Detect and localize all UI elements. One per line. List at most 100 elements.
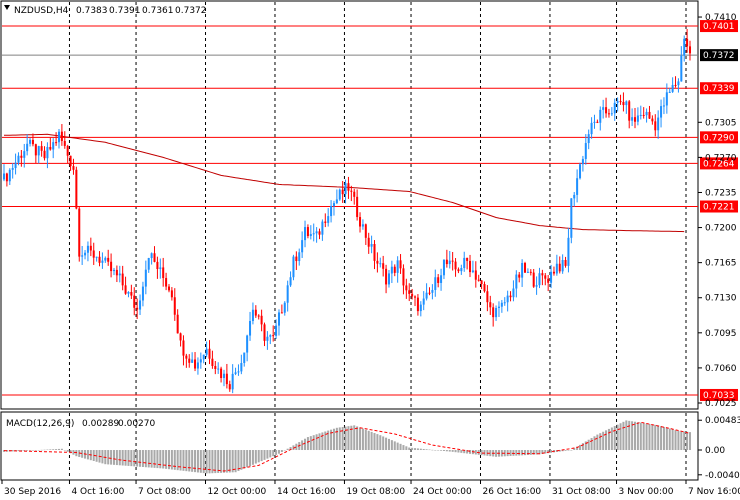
macd-bar	[269, 450, 272, 458]
candle-body	[104, 257, 107, 261]
macd-bar	[86, 450, 89, 460]
macd-name: MACD(12,26,9)	[6, 419, 74, 429]
candle-body	[20, 155, 23, 158]
candle-body	[408, 290, 411, 294]
macd-bar	[46, 449, 49, 451]
macd-bar	[31, 450, 34, 451]
macd-bar	[437, 450, 440, 451]
candle-body	[188, 358, 191, 363]
macd-bar	[52, 449, 55, 451]
candle-body	[570, 198, 573, 238]
candle-body	[159, 267, 162, 269]
macd-bar	[396, 442, 399, 451]
macd-bar	[243, 450, 246, 469]
macd-bar	[115, 450, 118, 466]
candle-body	[532, 272, 535, 287]
candle-body	[257, 315, 260, 317]
candle-body	[411, 293, 414, 297]
candle-body	[599, 109, 602, 123]
candle-body	[260, 315, 263, 325]
candle-body	[269, 335, 272, 337]
candle-body	[662, 105, 665, 107]
candle-body	[489, 302, 492, 308]
candle-body	[445, 259, 448, 265]
vertical-grid	[68, 2, 687, 479]
candle-body	[477, 279, 480, 281]
candle-body	[309, 234, 312, 237]
candle-body	[283, 302, 286, 313]
macd-bar	[283, 450, 286, 451]
candle-body	[677, 81, 680, 86]
level-label-box	[700, 388, 738, 401]
macd-tick-label: 0.00483	[705, 416, 740, 426]
macd-bar	[683, 431, 686, 451]
macd-bar	[165, 450, 168, 469]
candle-body	[304, 227, 307, 241]
candle-body	[110, 261, 113, 272]
candle-body	[564, 259, 567, 266]
candle-body	[75, 169, 78, 209]
candle-body	[141, 286, 144, 301]
macd-bar	[474, 450, 477, 455]
collapse-triangle-icon[interactable]	[4, 5, 10, 10]
candle-body	[605, 107, 608, 114]
candle-body	[474, 270, 477, 280]
candle-body	[43, 150, 46, 159]
macd-bar	[538, 450, 541, 455]
macd-bar	[570, 450, 573, 451]
candle-body	[547, 278, 550, 283]
candle-body	[182, 340, 185, 356]
macd-signal-value: 0.00270	[118, 419, 155, 429]
macd-bar	[448, 450, 451, 452]
candle-body	[46, 146, 49, 159]
candle-body	[593, 121, 596, 123]
macd-bar	[312, 435, 315, 451]
macd-signal-line	[3, 421, 691, 472]
candle-body	[327, 216, 330, 223]
candle-body	[286, 285, 289, 303]
time-tick-label: 19 Oct 08:00	[346, 487, 405, 497]
candle-body	[11, 168, 14, 170]
current-price-box	[700, 49, 738, 62]
candle-body	[503, 302, 506, 304]
price-tick-label: 0.7095	[705, 329, 737, 339]
macd-bar	[434, 450, 437, 451]
macd-bar	[277, 450, 280, 454]
macd-bar	[515, 450, 518, 456]
candle-body	[72, 166, 75, 170]
macd-bar	[295, 443, 298, 451]
macd-bar	[124, 450, 127, 466]
level-label: 0.7033	[703, 391, 735, 401]
macd-bar	[144, 450, 147, 468]
candle-body	[607, 113, 610, 115]
macd-bar	[234, 450, 237, 473]
macd-bar	[208, 450, 211, 474]
candle-body	[463, 257, 466, 269]
candle-body	[385, 268, 388, 285]
macd-bar	[616, 424, 619, 451]
close-value: 0.7372	[175, 6, 207, 16]
macd-bar	[266, 450, 269, 459]
macd-bar	[301, 440, 304, 451]
macd-bar	[373, 433, 376, 451]
macd-bar	[639, 422, 642, 451]
time-tick-label: 31 Oct 08:00	[552, 487, 611, 497]
macd-bar	[304, 438, 307, 451]
candle-body	[616, 101, 619, 103]
macd-bar	[335, 427, 338, 451]
candle-body	[196, 362, 199, 369]
macd-plot-frame	[0, 411, 699, 481]
candle-body	[280, 312, 283, 314]
macd-bar	[674, 430, 677, 451]
time-tick-label: 30 Sep 2016	[4, 487, 61, 497]
level-label: 0.7290	[703, 133, 735, 143]
macd-bar	[393, 441, 396, 451]
candle-body	[84, 252, 87, 256]
candle-body	[66, 145, 69, 156]
time-tick-label: 24 Oct 00:00	[413, 487, 472, 497]
candle-body	[590, 122, 593, 135]
price-tick-label: 0.7235	[705, 188, 737, 198]
macd-bar	[636, 422, 639, 451]
macd-bar	[529, 450, 532, 455]
macd-bar	[167, 450, 171, 470]
